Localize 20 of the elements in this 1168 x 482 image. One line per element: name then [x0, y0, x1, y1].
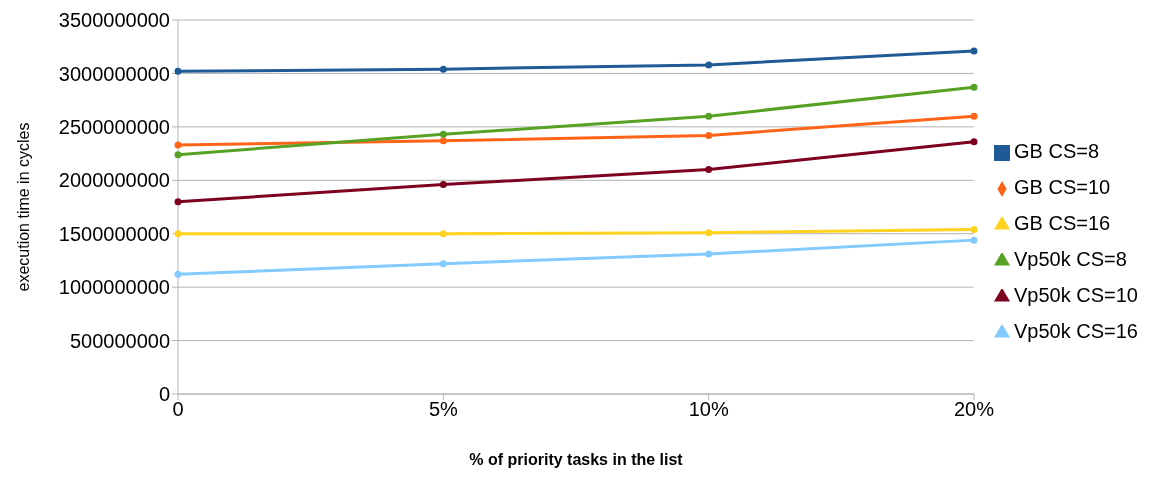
legend-label: Vp50k CS=16	[1014, 320, 1138, 342]
x-tick-label: 20%	[954, 398, 995, 421]
y-tick-label: 1000000000	[58, 276, 170, 299]
legend-label: Vp50k CS=10	[1014, 284, 1138, 306]
y-tick-label: 3000000000	[58, 62, 170, 85]
y-tick-label: 0	[158, 383, 170, 406]
y-tick-label: 2500000000	[58, 115, 170, 138]
y-tick-label: 3500000000	[58, 9, 170, 32]
y-tick-label: 1500000000	[58, 222, 170, 245]
y-tick-label: 500000000	[69, 329, 170, 352]
x-tick-label: 10%	[688, 398, 729, 421]
y-tick-label: 2000000000	[58, 169, 170, 192]
legend-label: GB CS=16	[1014, 212, 1111, 234]
legend-label: GB CS=10	[1014, 176, 1111, 198]
x-tick-label: 5%	[428, 398, 459, 421]
x-axis-title: % of priority tasks in the list	[469, 451, 684, 469]
x-tick-label: 0	[172, 398, 184, 421]
legend-label: Vp50k CS=8	[1014, 248, 1127, 270]
y-axis-title: execution time in cycles	[14, 122, 32, 292]
legend-label: GB CS=8	[1014, 140, 1100, 162]
